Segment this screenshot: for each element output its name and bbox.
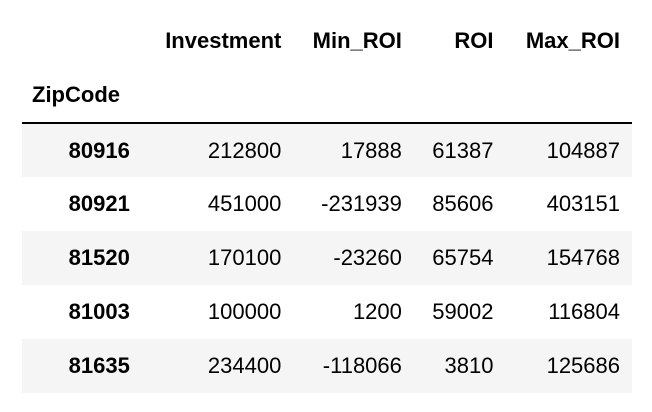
table-row: 81635 234400 -118066 3810 125686 bbox=[22, 339, 632, 393]
dataframe-table: Investment Min_ROI ROI Max_ROI ZipCode 8… bbox=[22, 14, 632, 393]
cell-roi: 3810 bbox=[444, 353, 494, 378]
cell-investment: 451000 bbox=[207, 191, 282, 216]
column-header-max-roi: Max_ROI bbox=[525, 28, 620, 53]
table-row: 81520 170100 -23260 65754 154768 bbox=[22, 231, 632, 285]
cell-max-roi: 403151 bbox=[546, 191, 620, 216]
table-row: 80921 451000 -231939 85606 403151 bbox=[22, 177, 632, 231]
table-header: Investment Min_ROI ROI Max_ROI ZipCode bbox=[22, 14, 632, 124]
column-header-row: Investment Min_ROI ROI Max_ROI bbox=[22, 14, 632, 68]
table-row: 80916 212800 17888 61387 104887 bbox=[22, 123, 632, 177]
cell-max-roi: 154768 bbox=[546, 245, 620, 270]
row-index-zipcode: 81635 bbox=[68, 353, 130, 378]
cell-min-roi: -23260 bbox=[333, 245, 402, 270]
cell-roi: 65754 bbox=[432, 245, 494, 270]
empty-cell bbox=[401, 68, 494, 124]
row-index-zipcode: 80916 bbox=[68, 137, 130, 163]
table-body: 80916 212800 17888 61387 104887 80921 45… bbox=[22, 123, 632, 393]
cell-roi: 85606 bbox=[432, 191, 494, 216]
cell-investment: 170100 bbox=[207, 245, 282, 270]
empty-cell bbox=[493, 68, 632, 124]
row-index-zipcode: 81003 bbox=[68, 299, 130, 324]
cell-max-roi: 125686 bbox=[546, 353, 620, 378]
row-index-zipcode: 80921 bbox=[68, 191, 130, 216]
cell-roi: 61387 bbox=[432, 137, 494, 163]
cell-min-roi: -118066 bbox=[322, 353, 402, 378]
cell-max-roi: 116804 bbox=[548, 299, 620, 324]
cell-roi: 59002 bbox=[432, 299, 494, 324]
index-name: ZipCode bbox=[22, 68, 132, 124]
cell-min-roi: -231939 bbox=[321, 191, 402, 216]
row-index-zipcode: 81520 bbox=[68, 245, 130, 270]
column-header-investment: Investment bbox=[165, 28, 282, 53]
cell-min-roi: 17888 bbox=[340, 137, 402, 163]
empty-cell bbox=[281, 68, 402, 124]
cell-investment: 100000 bbox=[207, 299, 282, 324]
table-row: 81003 100000 1200 59002 116804 bbox=[22, 285, 632, 339]
column-header-min-roi: Min_ROI bbox=[312, 28, 402, 53]
empty-cell bbox=[131, 68, 282, 124]
cell-investment: 212800 bbox=[207, 137, 282, 163]
cell-investment: 234400 bbox=[207, 353, 282, 378]
index-name-row: ZipCode bbox=[22, 68, 632, 124]
cell-max-roi: 104887 bbox=[546, 137, 620, 163]
cell-min-roi: 1200 bbox=[352, 299, 402, 324]
column-header-roi: ROI bbox=[454, 28, 494, 53]
corner-cell bbox=[22, 14, 132, 68]
